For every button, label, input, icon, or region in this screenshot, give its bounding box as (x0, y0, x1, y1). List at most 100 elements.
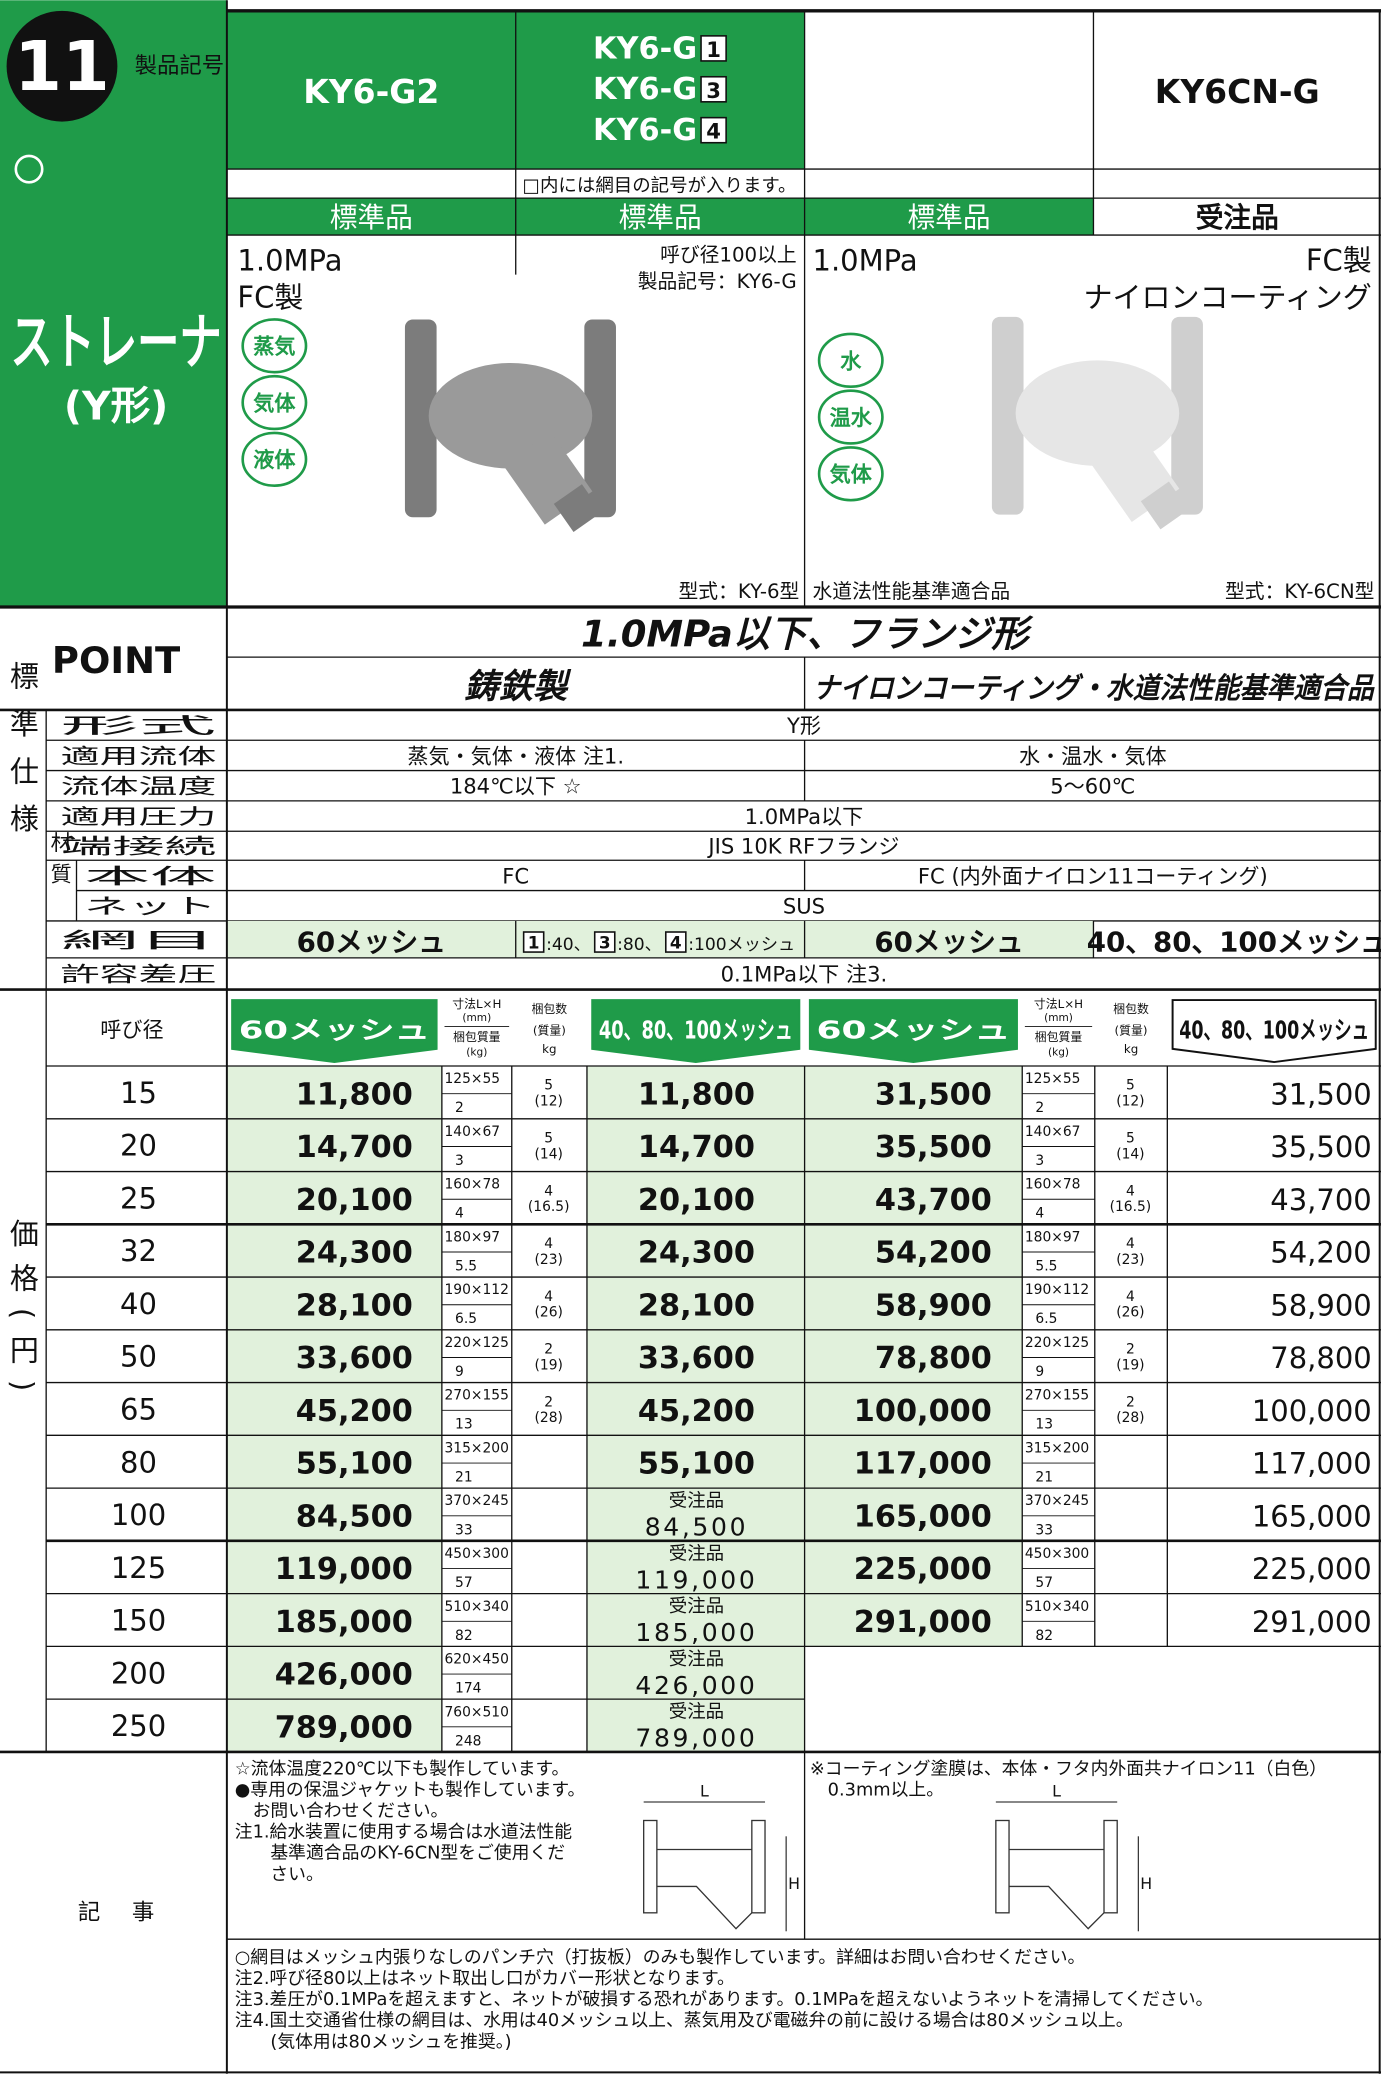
price-background (804, 1435, 1023, 1489)
column-header: 60メッシュ (239, 1015, 430, 1044)
availability: 標準品 (619, 201, 702, 234)
price: 35,500 (875, 1130, 992, 1165)
dimension-label: L (700, 1782, 709, 1801)
weight: 6.5 (1035, 1311, 1057, 1327)
price-background (586, 1699, 805, 1752)
price-background (586, 1488, 805, 1541)
spec-value: SUS (783, 894, 825, 919)
spec-value: 184℃以下 ☆ (450, 774, 582, 799)
pack-count: 4 (544, 1289, 553, 1305)
price: 55,100 (296, 1447, 413, 1482)
availability: 受注品 (1196, 201, 1279, 234)
weight: 6.5 (455, 1311, 477, 1327)
price: 225,000 (1252, 1552, 1372, 1586)
pack-weight: (14) (1116, 1146, 1144, 1162)
model-code: KY6-G (593, 113, 697, 148)
product-subtitle: (Y形) (64, 384, 168, 430)
spec-value: 40、80、100メッシュ (1087, 925, 1381, 958)
material: ナイロンコーティング (1084, 281, 1372, 315)
nominal-size: 80 (120, 1445, 157, 1479)
sub-header: (mm) (462, 1012, 491, 1024)
price: 165,000 (854, 1499, 992, 1534)
price-background (226, 1699, 442, 1752)
spec-label: 網目 (61, 927, 217, 952)
weight: 21 (1035, 1470, 1053, 1486)
pack-count: 2 (544, 1394, 553, 1410)
price-background (586, 1171, 805, 1225)
mesh-background (226, 920, 516, 958)
dimension: 125×55 (445, 1071, 501, 1087)
price: 33,600 (296, 1341, 413, 1376)
dimension-label: H (788, 1874, 800, 1893)
product-title: ストレーナ (11, 308, 222, 378)
price-background (804, 1382, 1023, 1436)
valve-body (1015, 360, 1180, 466)
product-note: 製品記号：KY6-G (638, 270, 797, 293)
number-badge (6, 10, 118, 122)
weight: 57 (455, 1575, 473, 1591)
price-background (804, 1540, 1023, 1594)
note: ※コーティング塗膜は、本体・フタ内外面共ナイロン11（白色） (810, 1757, 1327, 1779)
column-tab (1171, 999, 1377, 1064)
spec-label: 適用流体 (61, 743, 217, 768)
sub-header: (質量) (533, 1023, 566, 1037)
price-background (804, 1593, 1023, 1647)
valve-body (428, 362, 593, 469)
price: 78,800 (1270, 1341, 1371, 1375)
price: 426,000 (275, 1658, 413, 1693)
pack-count: 4 (544, 1183, 553, 1199)
price: 291,000 (854, 1605, 992, 1640)
price-background (804, 1066, 1023, 1119)
note: お問い合わせください。 (235, 1801, 449, 1822)
price-background (586, 1277, 805, 1330)
price: 100,000 (1252, 1394, 1372, 1428)
weight: 5.5 (1035, 1258, 1057, 1274)
spec-value: 水・温水・気体 (1019, 743, 1167, 768)
model-code: KY6-G2 (303, 72, 439, 111)
price: 31,500 (1270, 1077, 1371, 1111)
weight: 21 (455, 1470, 473, 1486)
nominal-size: 150 (111, 1604, 166, 1638)
dimension: 220×125 (445, 1335, 509, 1351)
pack-weight: (19) (1116, 1357, 1144, 1373)
price: 84,500 (296, 1499, 413, 1534)
note: 基準適合品のKY-6CN型をご使用くだ (235, 1843, 565, 1864)
price-background (226, 1435, 442, 1489)
price-background (586, 1066, 805, 1119)
weight: 33 (455, 1522, 473, 1538)
pack-weight: (12) (1116, 1094, 1144, 1110)
spec-value: 1.0MPa以下 (745, 804, 864, 829)
price-background (226, 1488, 442, 1541)
price-background (586, 1118, 805, 1172)
price: 291,000 (1252, 1605, 1372, 1639)
weight: 13 (1035, 1417, 1053, 1433)
pack-count: 4 (544, 1236, 553, 1252)
dimension: 190×112 (445, 1282, 509, 1298)
dimension: 760×510 (445, 1704, 509, 1720)
pack-count: 5 (544, 1131, 553, 1147)
dimension: 125×55 (1025, 1071, 1081, 1087)
price: 11,800 (296, 1077, 413, 1112)
nominal-size: 100 (111, 1498, 166, 1532)
eco-mark (14, 154, 44, 184)
dimension: 160×78 (445, 1177, 501, 1193)
spec-label: ネット (84, 894, 216, 919)
note: 注3.差圧が0.1MPaを超えますと、ネットが破損する恐れがあります。0.1MP… (235, 1989, 1214, 2010)
price: 28,100 (296, 1288, 413, 1323)
weight: 2 (1035, 1100, 1044, 1116)
note: 注2.呼び径80以上はネット取出し口がカバー形状となります。 (235, 1968, 735, 1989)
sub-header: (kg) (466, 1046, 487, 1058)
weight: 174 (455, 1681, 482, 1697)
number-box (700, 75, 727, 103)
price: 426,000 (635, 1671, 757, 1700)
price: 45,200 (296, 1394, 413, 1429)
price: 117,000 (854, 1447, 992, 1482)
price: 185,000 (275, 1605, 413, 1640)
fluid: 気体 (253, 390, 296, 415)
model-note: □内には網目の記号が入ります。 (523, 176, 797, 197)
box-number: 4 (706, 119, 721, 144)
price: 165,000 (1252, 1499, 1372, 1533)
dimension-label: L (1052, 1782, 1061, 1801)
order-note: 受注品 (669, 1491, 724, 1512)
sketch-body (1009, 1848, 1105, 1930)
